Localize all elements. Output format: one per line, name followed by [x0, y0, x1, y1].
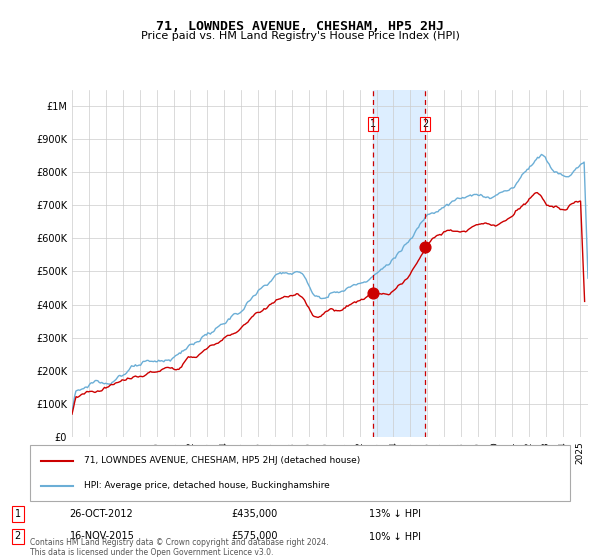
Text: Contains HM Land Registry data © Crown copyright and database right 2024.
This d: Contains HM Land Registry data © Crown c… — [30, 538, 329, 557]
FancyBboxPatch shape — [30, 445, 570, 501]
Text: 16-NOV-2015: 16-NOV-2015 — [70, 531, 134, 542]
Text: 13% ↓ HPI: 13% ↓ HPI — [369, 509, 421, 519]
Text: HPI: Average price, detached house, Buckinghamshire: HPI: Average price, detached house, Buck… — [84, 481, 330, 490]
Text: 2: 2 — [14, 531, 21, 542]
Point — [421, 242, 430, 251]
Bar — [373, 90, 425, 437]
Text: £575,000: £575,000 — [231, 531, 277, 542]
Text: 71, LOWNDES AVENUE, CHESHAM, HP5 2HJ: 71, LOWNDES AVENUE, CHESHAM, HP5 2HJ — [156, 20, 444, 32]
Text: 10% ↓ HPI: 10% ↓ HPI — [369, 531, 421, 542]
Text: Price paid vs. HM Land Registry's House Price Index (HPI): Price paid vs. HM Land Registry's House … — [140, 31, 460, 41]
Text: 1: 1 — [14, 509, 21, 519]
Text: 26-OCT-2012: 26-OCT-2012 — [70, 509, 133, 519]
Text: 71, LOWNDES AVENUE, CHESHAM, HP5 2HJ (detached house): 71, LOWNDES AVENUE, CHESHAM, HP5 2HJ (de… — [84, 456, 360, 465]
Text: 2: 2 — [422, 119, 428, 129]
Text: 1: 1 — [370, 119, 377, 129]
Text: £435,000: £435,000 — [231, 509, 277, 519]
Point — [368, 288, 378, 297]
